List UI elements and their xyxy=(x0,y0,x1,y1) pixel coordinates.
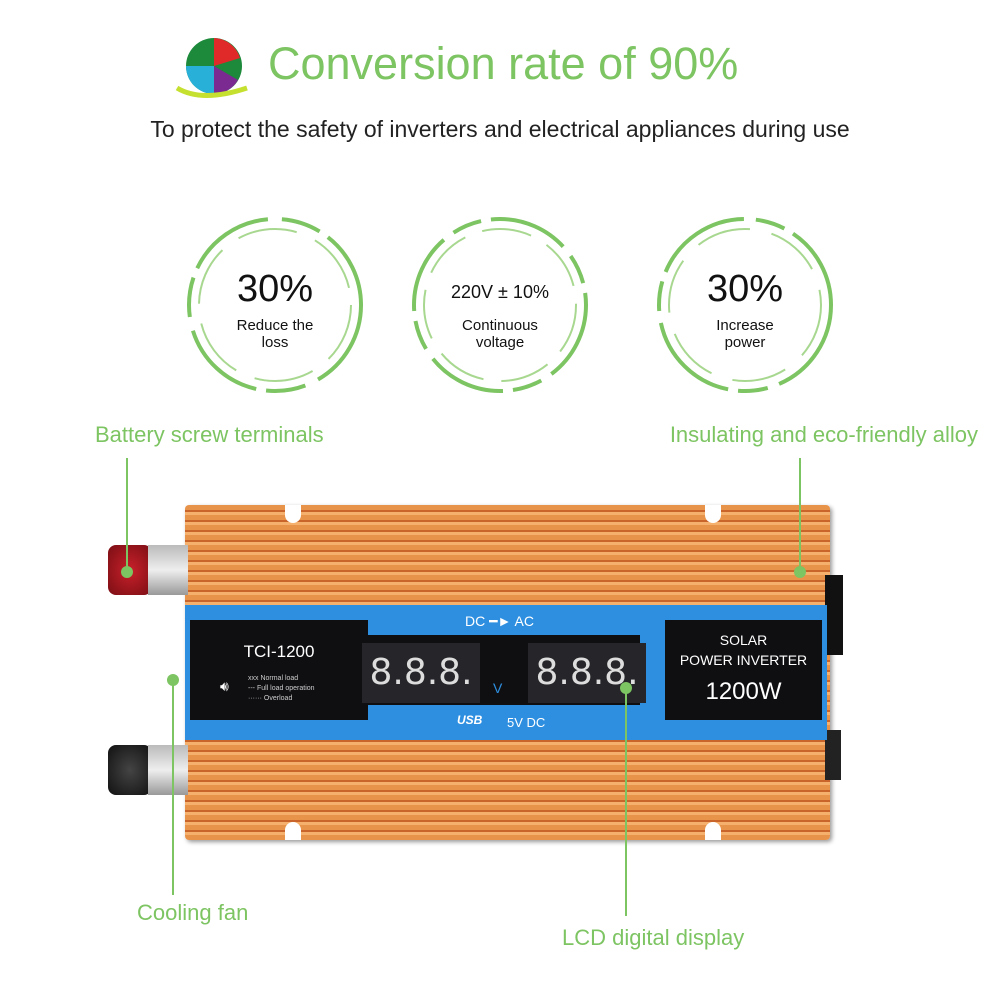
callout-lcd: LCD digital display xyxy=(562,925,745,950)
power-switch[interactable] xyxy=(825,575,843,655)
callout-dot xyxy=(121,566,133,578)
model-panel: TCI-1200 🔊︎ xxx Normal load --- Full load… xyxy=(190,620,368,720)
feature-voltage: 220V ± 10% Continuous voltage xyxy=(412,217,588,393)
model-number: TCI-1200 xyxy=(243,642,315,661)
leader-line xyxy=(799,458,801,572)
feature-value: 30% xyxy=(236,268,314,310)
terminal-base xyxy=(148,545,188,595)
dc-ac-label: DC ━► AC xyxy=(465,613,534,629)
brand-line-1: SOLAR xyxy=(719,632,768,648)
feature-caption: Continuous voltage xyxy=(462,317,538,351)
leader-line xyxy=(126,458,128,572)
leader-line xyxy=(172,680,174,895)
output-voltage-display: 8.8.8. xyxy=(528,643,646,703)
page-title: Conversion rate of 90% xyxy=(268,38,739,89)
dashed-ring-icon xyxy=(187,217,363,393)
callout-dot xyxy=(794,566,806,578)
terminal-base xyxy=(148,745,188,795)
subtitle: To protect the safety of inverters and e… xyxy=(150,116,850,142)
ac-socket xyxy=(825,730,841,780)
feature-loss: 30% Reduce the loss xyxy=(187,217,363,393)
dashed-ring-icon xyxy=(657,217,833,393)
negative-terminal xyxy=(108,745,152,795)
feature-caption: Increase power xyxy=(716,317,774,351)
callout-battery: Battery screw terminals xyxy=(95,422,324,447)
callout-alloy: Insulating and eco-friendly alloy xyxy=(669,422,978,447)
callout-dot xyxy=(620,682,632,694)
load-legend: xxx Normal load --- Full load operation ··… xyxy=(248,675,315,702)
unit-label: V xyxy=(493,680,503,696)
speaker-icon: 🔊︎ xyxy=(220,678,229,694)
mount-notch xyxy=(705,822,721,840)
feature-caption: Reduce the loss xyxy=(236,317,314,351)
callout-dot xyxy=(167,674,179,686)
usb-icon: USB xyxy=(457,713,483,727)
callout-fan: Cooling fan xyxy=(137,900,249,925)
mount-notch xyxy=(285,505,301,523)
input-voltage-display: 8.8.8. xyxy=(362,643,480,703)
brand-panel: SOLAR POWER INVERTER 1200W xyxy=(665,620,822,720)
power-rating: 1200W xyxy=(705,678,782,705)
brand-line-2: POWER INVERTER xyxy=(679,652,808,668)
dashed-ring-icon xyxy=(412,217,588,393)
usb-output-label: 5V DC xyxy=(507,715,546,730)
feature-value: 30% xyxy=(706,268,784,310)
front-panel: TCI-1200 🔊︎ xxx Normal load --- Full load… xyxy=(185,605,827,740)
feature-value: 220V ± 10% xyxy=(451,282,549,302)
leader-line xyxy=(625,688,627,916)
mount-notch xyxy=(705,505,721,523)
soccer-ball-logo xyxy=(175,38,248,98)
mount-notch xyxy=(285,822,301,840)
feature-power: 30% Increase power xyxy=(657,217,833,393)
unit-label: V xyxy=(655,680,665,696)
